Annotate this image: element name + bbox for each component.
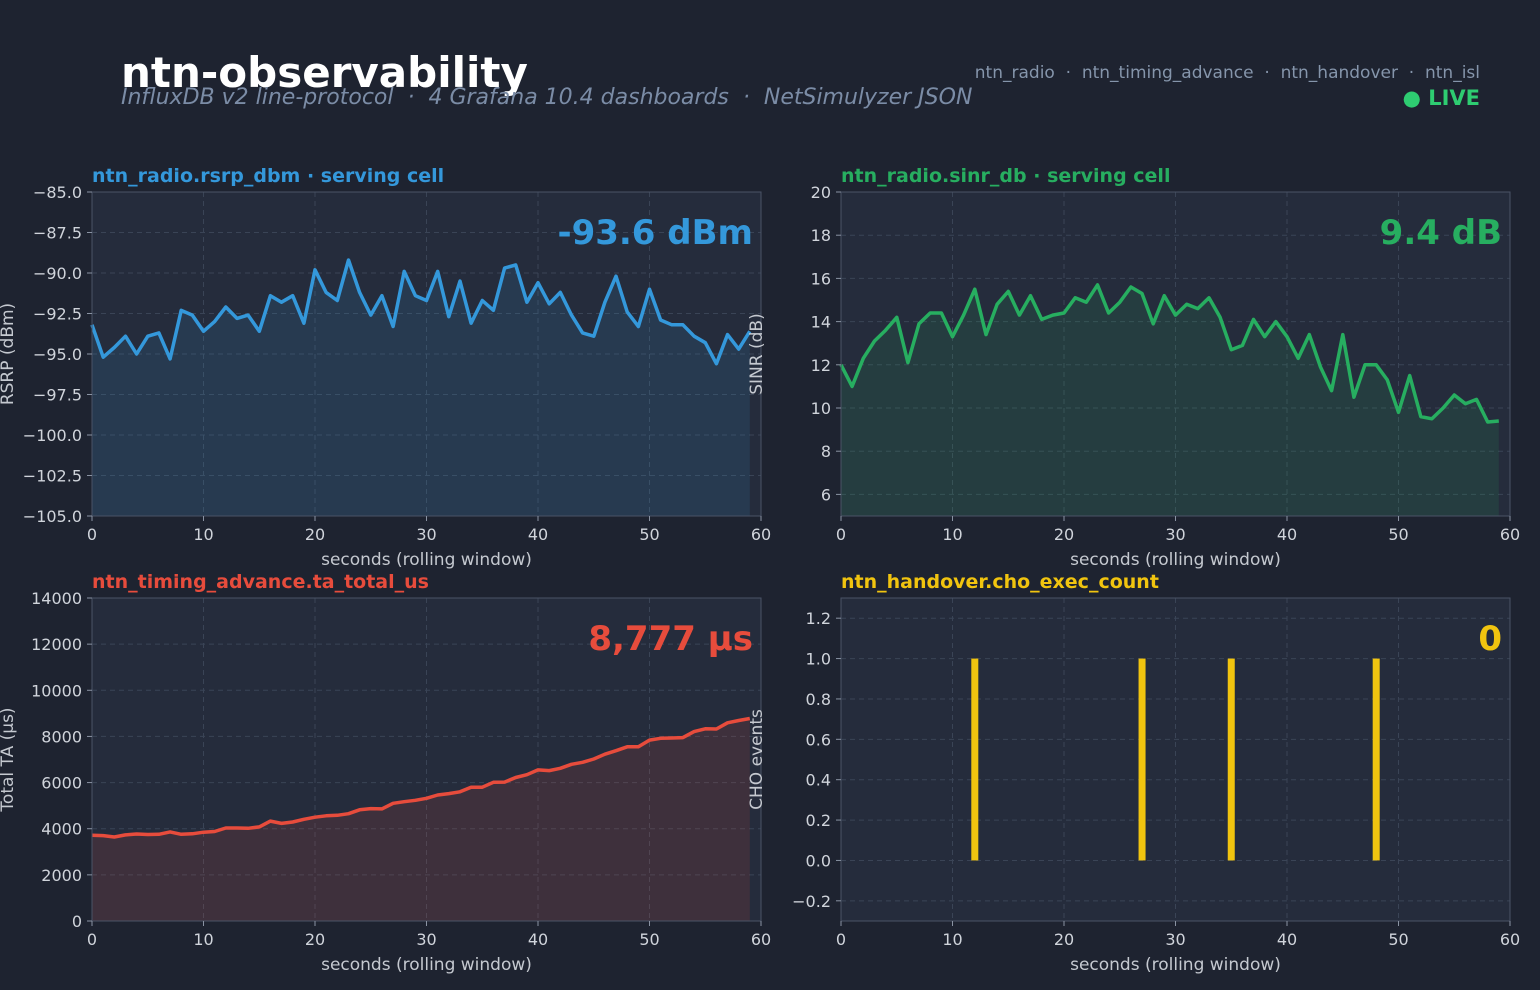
cho-bar [1138, 658, 1146, 861]
ta-series-area [92, 718, 750, 921]
cho-bar [1372, 658, 1380, 861]
rsrp-y-tick-label: −97.5 [33, 386, 82, 405]
rsrp-x-tick-label: 50 [639, 525, 659, 544]
cho-bar [1227, 658, 1235, 861]
ta-x-tick-label: 60 [751, 930, 771, 949]
rsrp-y-tick-label: −105.0 [23, 507, 82, 526]
rsrp-y-tick-label: −95.0 [33, 345, 82, 364]
sinr-x-tick-label: 30 [1165, 525, 1185, 544]
rsrp-y-tick-label: −85.0 [33, 183, 82, 202]
ta-plot-area [92, 598, 761, 921]
ta-y-tick-label: 12000 [31, 635, 82, 654]
ta-y-tick-label: 2000 [41, 866, 82, 885]
rsrp-y-tick-label: −92.5 [33, 305, 82, 324]
rsrp-panel-title: ntn_radio.rsrp_dbm · serving cell [92, 165, 444, 187]
cho-x-tick-label: 30 [1165, 930, 1185, 949]
cho-y-tick-label: 0.6 [806, 730, 831, 749]
rsrp-x-tick-label: 10 [193, 525, 213, 544]
cho-y-tick-label: 0.4 [806, 771, 831, 790]
sinr-x-tick-label: 40 [1277, 525, 1297, 544]
ta-y-tick-label: 8000 [41, 727, 82, 746]
ta-x-tick-label: 40 [528, 930, 548, 949]
cho-stat-value: 0 [1478, 619, 1502, 659]
sinr-x-axis-label: seconds (rolling window) [1070, 550, 1281, 570]
cho-y-tick-label: 1.2 [806, 609, 831, 628]
sinr-x-tick-label: 60 [1500, 525, 1520, 544]
sinr-x-tick-label: 10 [942, 525, 962, 544]
cho-y-tick-label: 0.2 [806, 811, 831, 830]
cho-y-tick-label: −0.2 [792, 892, 831, 911]
rsrp-series-line [90, 258, 752, 366]
rsrp-y-tick-label: −87.5 [33, 224, 82, 243]
rsrp-y-tick-label: −90.0 [33, 264, 82, 283]
rsrp-stat-value: -93.6 dBm [557, 213, 753, 253]
ta-x-tick-label: 20 [305, 930, 325, 949]
cho-x-tick-label: 60 [1500, 930, 1520, 949]
sinr-series-line [839, 283, 1499, 424]
rsrp-y-axis-label: RSRP (dBm) [0, 303, 18, 405]
cho-y-tick-label: 1.0 [806, 650, 831, 669]
cho-bar [971, 658, 979, 861]
ta-panel-title: ntn_timing_advance.ta_total_us [92, 571, 429, 593]
measurement-list: ntn_radio · ntn_timing_advance · ntn_han… [974, 63, 1480, 83]
ta-stat-value: 8,777 µs [588, 619, 753, 659]
sinr-x-tick-label: 20 [1054, 525, 1074, 544]
cho-panel-title: ntn_handover.cho_exec_count [841, 571, 1159, 593]
sinr-y-tick-label: 6 [821, 485, 831, 504]
ta-x-tick-label: 10 [193, 930, 213, 949]
sinr-y-tick-label: 18 [811, 226, 831, 245]
rsrp-x-tick-label: 20 [305, 525, 325, 544]
cho-x-axis-label: seconds (rolling window) [1070, 955, 1281, 975]
cho-x-tick-label: 50 [1388, 930, 1408, 949]
sinr-y-tick-label: 12 [811, 356, 831, 375]
sinr-panel-title: ntn_radio.sinr_db · serving cell [841, 165, 1170, 187]
sinr-y-tick-label: 8 [821, 442, 831, 461]
ta-x-tick-label: 0 [87, 930, 97, 949]
sinr-y-tick-label: 10 [811, 399, 831, 418]
rsrp-x-tick-label: 60 [751, 525, 771, 544]
sinr-y-tick-label: 20 [811, 183, 831, 202]
live-status-badge: ● LIVE [1402, 86, 1480, 110]
sinr-series-area [841, 284, 1499, 516]
rsrp-x-tick-label: 40 [528, 525, 548, 544]
ta-y-tick-label: 6000 [41, 774, 82, 793]
sinr-stat-value: 9.4 dB [1380, 213, 1502, 253]
ta-y-tick-label: 4000 [41, 820, 82, 839]
sinr-x-tick-label: 0 [836, 525, 846, 544]
cho-x-tick-label: 0 [836, 930, 846, 949]
cho-x-tick-label: 10 [942, 930, 962, 949]
sinr-x-tick-label: 50 [1388, 525, 1408, 544]
cho-y-tick-label: 0.0 [806, 851, 831, 870]
page-subtitle: InfluxDB v2 line-protocol · 4 Grafana 10… [121, 85, 973, 110]
ta-y-tick-label: 14000 [31, 589, 82, 608]
cho-y-axis-label: CHO events [747, 709, 767, 810]
rsrp-series-area [92, 260, 750, 516]
rsrp-x-tick-label: 30 [416, 525, 436, 544]
ta-y-tick-label: 10000 [31, 681, 82, 700]
ta-x-axis-label: seconds (rolling window) [321, 955, 532, 975]
ta-x-tick-label: 30 [416, 930, 436, 949]
cho-plot-area [841, 598, 1510, 921]
rsrp-y-tick-label: −102.5 [23, 467, 82, 486]
sinr-y-tick-label: 14 [811, 313, 831, 332]
rsrp-x-axis-label: seconds (rolling window) [321, 550, 532, 570]
ta-x-tick-label: 50 [639, 930, 659, 949]
ta-y-tick-label: 0 [72, 912, 82, 931]
ta-series-line [91, 716, 751, 839]
ta-y-axis-label: Total TA (µs) [0, 707, 18, 812]
cho-x-tick-label: 40 [1277, 930, 1297, 949]
rsrp-x-tick-label: 0 [87, 525, 97, 544]
rsrp-y-tick-label: −100.0 [23, 426, 82, 445]
page-title: ntn-observability [121, 48, 528, 97]
cho-y-tick-label: 0.8 [806, 690, 831, 709]
sinr-y-axis-label: SINR (dB) [747, 313, 767, 394]
cho-x-tick-label: 20 [1054, 930, 1074, 949]
sinr-y-tick-label: 16 [811, 269, 831, 288]
